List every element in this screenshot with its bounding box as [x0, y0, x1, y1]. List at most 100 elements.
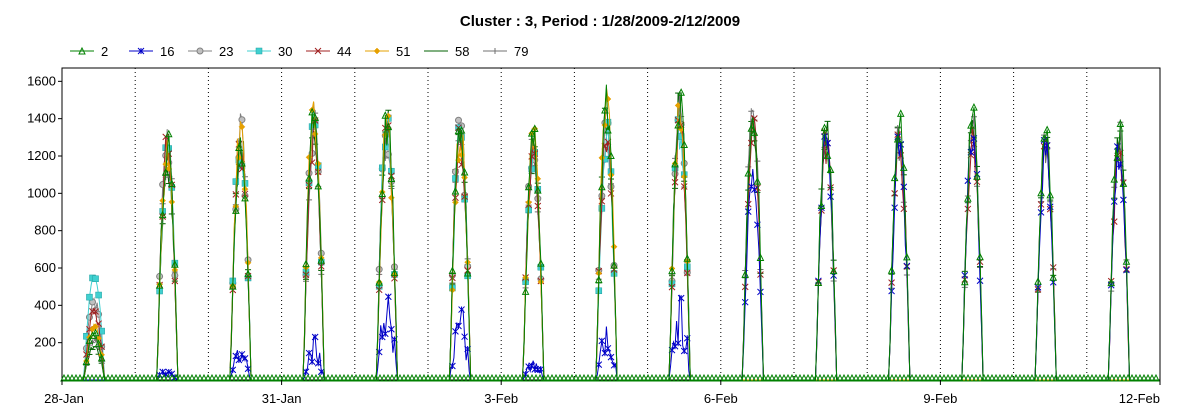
- data-point: [92, 308, 99, 315]
- data-point: [520, 373, 528, 382]
- data-point: [980, 373, 988, 382]
- data-point: [188, 373, 196, 382]
- data-point: [384, 293, 392, 301]
- data-point: [1120, 196, 1127, 204]
- data-point: [660, 373, 668, 382]
- data-point: [300, 373, 308, 382]
- data-point: [680, 140, 689, 148]
- data-point: [380, 373, 388, 382]
- data-point: [832, 373, 840, 382]
- data-point: [671, 159, 679, 168]
- data-point: [1024, 373, 1032, 382]
- data-point: [396, 373, 404, 382]
- data-point: [996, 373, 1004, 382]
- data-point: [584, 373, 592, 382]
- data-point: [480, 373, 488, 382]
- data-point: [544, 373, 552, 382]
- data-point: [912, 373, 920, 382]
- data-point: [776, 373, 784, 382]
- data-point: [451, 186, 460, 195]
- data-point: [216, 373, 224, 382]
- data-point: [296, 373, 304, 382]
- data-point: [1046, 190, 1055, 199]
- data-point: [840, 373, 848, 382]
- data-point: [748, 108, 755, 115]
- data-point: [436, 373, 444, 382]
- data-point: [836, 373, 844, 382]
- data-point: [1132, 373, 1140, 382]
- data-point: [528, 373, 536, 382]
- y-tick-label: 800: [34, 223, 56, 238]
- data-point: [892, 373, 900, 382]
- legend-label: 23: [219, 44, 233, 59]
- data-point: [92, 373, 100, 382]
- data-point: [556, 373, 564, 382]
- legend-label: 58: [455, 44, 469, 59]
- data-point: [792, 373, 800, 382]
- data-point: [712, 373, 720, 382]
- data-point: [904, 373, 912, 382]
- data-point: [372, 373, 380, 382]
- data-point: [524, 373, 532, 382]
- data-point: [592, 373, 600, 382]
- data-point: [607, 353, 615, 361]
- data-point: [967, 121, 975, 129]
- data-point: [894, 125, 901, 132]
- data-point: [598, 154, 606, 162]
- legend-label: 2: [101, 44, 108, 59]
- data-point: [1052, 373, 1060, 382]
- data-point: [392, 373, 400, 382]
- data-point: [948, 373, 956, 382]
- data-point: [700, 373, 708, 382]
- data-point: [228, 281, 237, 290]
- data-point: [607, 151, 615, 159]
- data-point: [594, 275, 603, 284]
- data-point: [820, 373, 828, 382]
- data-point: [764, 373, 772, 382]
- data-point: [440, 373, 448, 382]
- data-point: [668, 266, 676, 275]
- data-point: [376, 373, 384, 382]
- data-point: [940, 373, 948, 382]
- data-point: [305, 173, 313, 182]
- data-point: [120, 373, 128, 382]
- data-point: [108, 373, 116, 382]
- data-point: [236, 373, 244, 382]
- data-point: [379, 164, 386, 172]
- data-point: [1036, 373, 1044, 382]
- data-point: [1110, 218, 1118, 226]
- data-point: [664, 373, 672, 382]
- data-point: [235, 356, 243, 364]
- data-point: [164, 129, 173, 138]
- data-point: [864, 373, 872, 382]
- data-point: [844, 373, 852, 382]
- y-tick-label: 1000: [27, 185, 56, 200]
- data-point: [96, 373, 104, 382]
- data-point: [168, 373, 176, 382]
- data-point: [456, 373, 464, 382]
- data-point: [1049, 273, 1058, 281]
- data-point: [604, 344, 612, 352]
- data-point: [1107, 278, 1116, 287]
- x-tick-label: 28-Jan: [44, 391, 84, 406]
- data-point: [916, 373, 924, 382]
- data-point: [968, 373, 976, 382]
- data-point: [89, 308, 96, 315]
- data-point: [956, 373, 964, 382]
- data-point: [400, 373, 408, 382]
- data-point: [824, 373, 832, 382]
- data-point: [816, 373, 824, 382]
- data-point: [768, 373, 776, 382]
- data-point: [280, 373, 288, 382]
- data-point: [388, 325, 395, 333]
- data-point: [920, 373, 928, 382]
- data-point: [964, 205, 972, 213]
- data-point: [552, 373, 560, 382]
- data-point: [260, 373, 268, 382]
- y-tick-label: 600: [34, 260, 56, 275]
- data-point: [132, 373, 140, 382]
- data-point: [161, 168, 170, 176]
- data-point: [900, 205, 908, 213]
- legend-item: 44: [306, 44, 351, 59]
- data-point: [1080, 373, 1088, 382]
